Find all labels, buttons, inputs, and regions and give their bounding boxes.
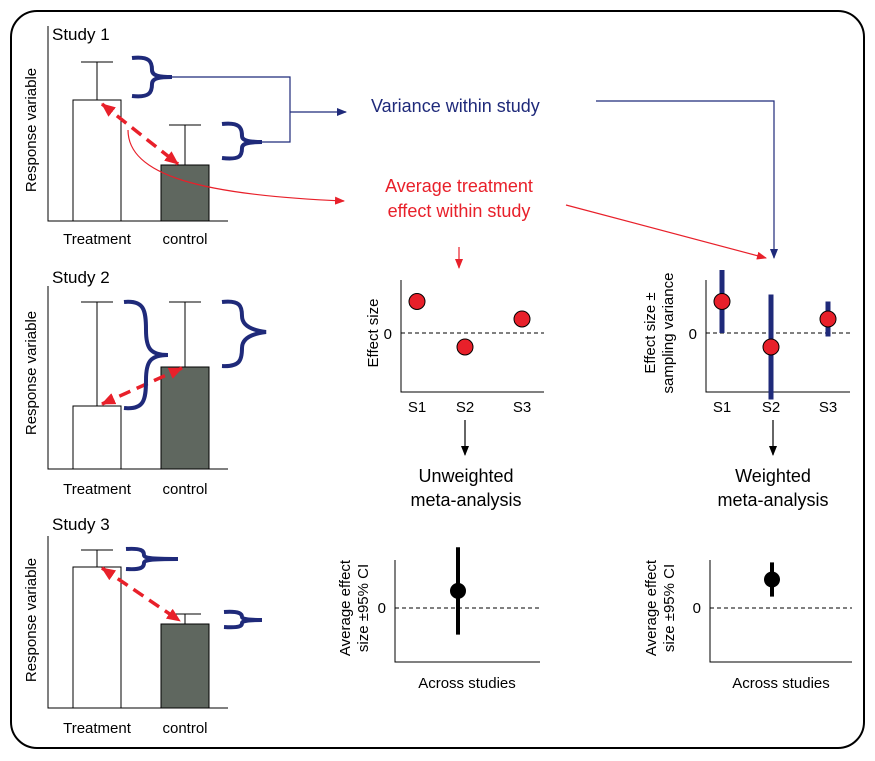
weighted-tick-s1: S1 — [713, 399, 731, 416]
weighted-ylabel-line1: Average effect — [643, 559, 660, 656]
effect-plot-ylabel: Effect size — [365, 299, 382, 368]
effect-point-s3 — [513, 310, 531, 328]
study-1-effect-arrow — [100, 102, 180, 166]
avg-effect-to-weighted-arrow — [565, 204, 767, 260]
study-1-control-label: control — [162, 231, 207, 248]
study-1-control-brace — [221, 121, 263, 161]
study-1-control-bar — [160, 164, 210, 222]
weighted-plot-ylabel-line1: Effect size ± — [642, 292, 659, 373]
study-1-title: Study 1 — [52, 25, 110, 44]
study-3-control-brace — [223, 609, 263, 630]
weighted-point-s2 — [762, 338, 780, 356]
study-1-control-errorbar — [169, 124, 201, 165]
study-3-title: Study 3 — [52, 515, 110, 534]
weighted-effect-plot: Effect size ± sampling variance 0 S1 S2 S3 — [642, 270, 850, 416]
study-2-control-bar — [160, 366, 210, 470]
unweighted-axes — [394, 560, 540, 663]
study-2-treatment-errorbar — [81, 301, 113, 406]
avg-effect-connector — [127, 129, 345, 205]
effect-point-s1 — [408, 293, 426, 310]
study-3-treatment-label: Treatment — [63, 720, 132, 737]
effect-tick-s2: S2 — [456, 399, 474, 416]
weighted-summary-plot: Average effect size ±95% CI 0 Across stu… — [643, 559, 852, 692]
study-2-title: Study 2 — [52, 268, 110, 287]
study-3-treatment-errorbar — [81, 549, 113, 567]
study-2-ylabel: Response variable — [23, 311, 40, 435]
weighted-axes — [709, 560, 852, 663]
weighted-plot-zero-label: 0 — [689, 326, 697, 343]
study-2-control-label: control — [162, 481, 207, 498]
variance-within-label: Variance within study — [371, 96, 540, 116]
outer-frame — [10, 10, 865, 749]
weighted-plot-axes — [705, 280, 850, 393]
avg-effect-label-line1: Average treatment — [385, 176, 533, 196]
weighted-tick-s3: S3 — [819, 399, 837, 416]
variance-to-weighted-arrow — [596, 100, 778, 259]
unweighted-title-line2: meta-analysis — [410, 490, 521, 510]
weighted-point-s3 — [819, 310, 837, 328]
weighted-ylabel-line2: size ±95% CI — [661, 564, 678, 652]
study-3-control-label: control — [162, 720, 207, 737]
weighted-plot-ylabel-line2: sampling variance — [660, 273, 677, 394]
study-1-treatment-bar — [72, 99, 122, 222]
weighted-mean-point — [764, 571, 780, 588]
weighted-tick-s2: S2 — [762, 399, 780, 416]
study-3-treatment-bar — [72, 566, 122, 709]
effect-tick-s3: S3 — [513, 399, 531, 416]
weighted-title-line2: meta-analysis — [717, 490, 828, 510]
effect-point-s2 — [456, 338, 474, 356]
unweighted-mean-point — [450, 582, 466, 599]
study-2-control-errorbar — [169, 301, 201, 367]
study-1-treatment-brace — [131, 55, 173, 99]
study-2-panel: Study 2 Response variable Treatment cont… — [23, 268, 267, 498]
study-1-treatment-errorbar — [81, 61, 113, 100]
weighted-title-line1: Weighted — [735, 466, 811, 486]
study-2-treatment-label: Treatment — [63, 481, 132, 498]
study-3-panel: Study 3 Response variable Treatment cont… — [23, 515, 263, 737]
effect-plot-axes — [400, 280, 544, 393]
unweighted-summary-plot: Average effect size ±95% CI 0 Across stu… — [337, 547, 540, 692]
effect-size-plot: Effect size 0 S1 S2 S3 — [365, 280, 544, 416]
unweighted-title-line1: Unweighted — [418, 466, 513, 486]
study-3-control-bar — [160, 623, 210, 709]
study-1-panel: Study 1 Response variable Treatment cont… — [23, 25, 263, 248]
study-2-treatment-brace — [123, 299, 169, 411]
unweighted-zero-label: 0 — [378, 600, 386, 617]
unweighted-ylabel-line2: size ±95% CI — [355, 564, 372, 652]
effect-tick-s1: S1 — [408, 399, 426, 416]
study-2-control-brace — [221, 299, 267, 369]
avg-effect-label-line2: effect within study — [388, 201, 531, 221]
study-1-ylabel: Response variable — [23, 68, 40, 192]
study-3-treatment-brace — [125, 546, 179, 572]
weighted-point-s1 — [713, 293, 731, 310]
unweighted-ylabel-line1: Average effect — [337, 559, 354, 656]
study-3-effect-arrow — [101, 566, 181, 623]
unweighted-xlabel: Across studies — [418, 675, 516, 692]
study-1-treatment-label: Treatment — [63, 231, 132, 248]
weighted-zero-label: 0 — [693, 600, 701, 617]
effect-plot-zero-label: 0 — [384, 326, 392, 343]
study-3-ylabel: Response variable — [23, 558, 40, 682]
study-2-effect-arrow — [101, 366, 183, 406]
variance-connector — [172, 76, 346, 143]
weighted-xlabel: Across studies — [732, 675, 830, 692]
study-2-treatment-bar — [72, 405, 122, 470]
